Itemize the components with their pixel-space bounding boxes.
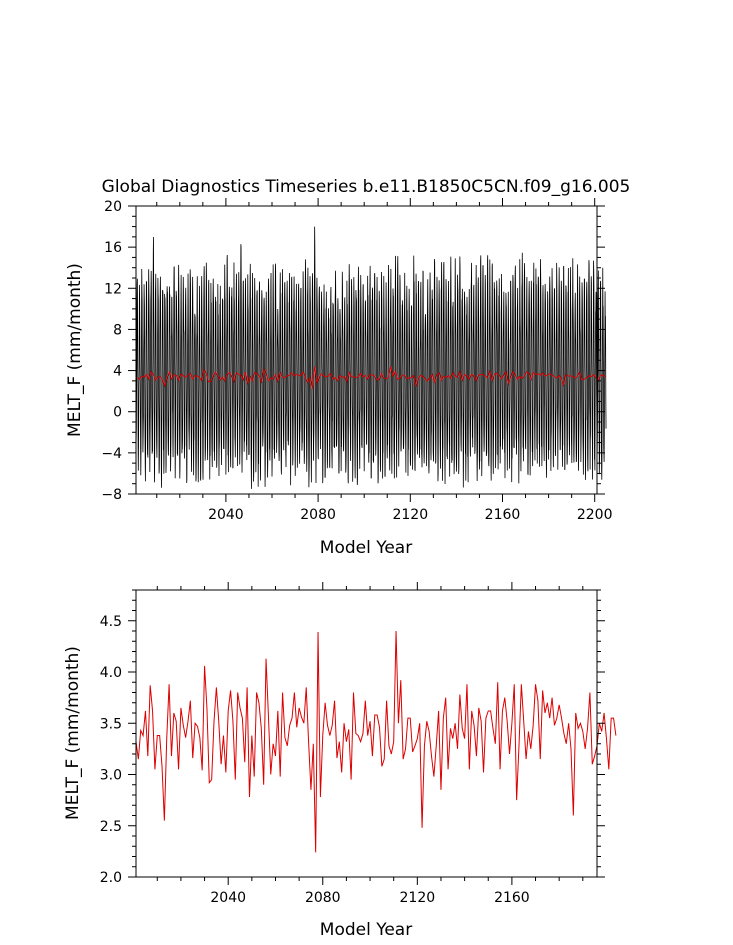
bottom-y-tick-label: 4.5	[100, 614, 122, 630]
annual-mean-chart-panel: 2040 2080 2120 2160 2.0 2.5 3.0 3.5 4.0 4.5 Model…	[63, 582, 617, 940]
monthly-chart-panel: 2040 2080 2120 2160 2200 −8 −4 0 4 8 12 16 20 Model …	[65, 198, 613, 558]
bottom-series-layer	[135, 630, 617, 853]
top-y-tick-label: 4	[113, 364, 122, 380]
top-axis-ticks: 2040 2080 2120 2160 2200 −8 −4 0 4 8 12 16 20	[101, 198, 613, 523]
monthly-series-line	[135, 226, 607, 489]
top-y-tick-label: 8	[113, 322, 122, 338]
bottom-y-tick-label: 2.5	[100, 819, 122, 835]
top-x-tick-label: 2120	[392, 507, 428, 523]
bottom-y-tick-label: 2.0	[100, 870, 122, 886]
top-x-tick-label: 2200	[577, 507, 613, 523]
bottom-x-tick-label: 2120	[400, 890, 436, 906]
top-series-layer	[135, 226, 607, 489]
figure-title: Global Diagnostics Timeseries b.e11.B185…	[102, 177, 631, 197]
bottom-axis-ticks: 2040 2080 2120 2160 2.0 2.5 3.0 3.5 4.0 4.5	[100, 582, 605, 906]
top-y-tick-label: 0	[113, 405, 122, 421]
top-y-tick-label: 16	[104, 240, 122, 256]
top-x-axis-label: Model Year	[320, 538, 412, 558]
top-y-tick-label: 12	[104, 281, 122, 297]
annual-mean-line	[135, 630, 617, 853]
bottom-y-tick-label: 3.5	[100, 716, 122, 732]
top-x-tick-label: 2040	[208, 507, 244, 523]
top-annual-mean-line	[136, 366, 606, 389]
bottom-y-tick-label: 4.0	[100, 665, 122, 681]
top-x-tick-label: 2160	[485, 507, 521, 523]
top-y-axis-label: MELT_F (mm/month)	[65, 263, 85, 437]
bottom-x-tick-label: 2160	[494, 890, 530, 906]
bottom-x-tick-label: 2040	[210, 890, 246, 906]
bottom-x-axis-label: Model Year	[320, 920, 412, 940]
bottom-x-tick-label: 2080	[305, 890, 341, 906]
top-y-tick-label: 20	[104, 199, 122, 215]
top-y-tick-label: −8	[101, 487, 122, 503]
top-y-tick-label: −4	[101, 446, 122, 462]
top-x-tick-label: 2080	[300, 507, 336, 523]
bottom-y-tick-label: 3.0	[100, 768, 122, 784]
bottom-y-axis-label: MELT_F (mm/month)	[63, 646, 83, 820]
